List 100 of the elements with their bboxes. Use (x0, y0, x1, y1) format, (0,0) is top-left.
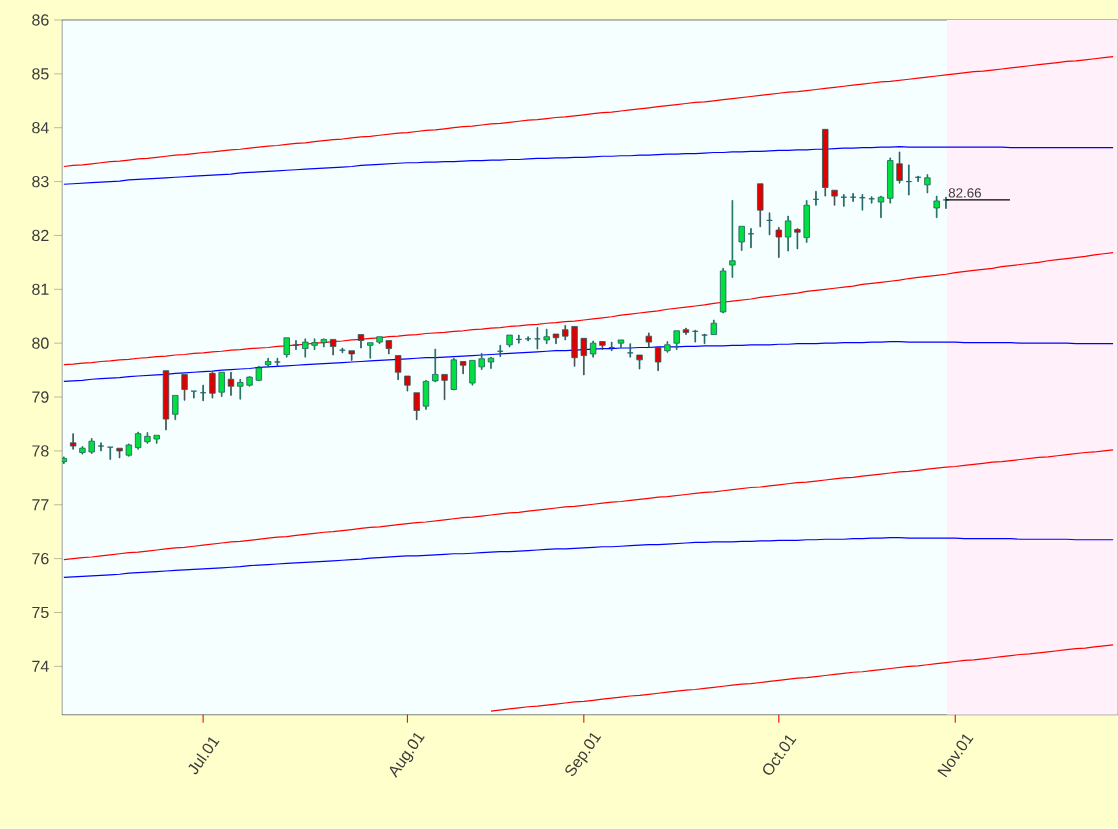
candlestick (339, 347, 346, 354)
candlestick (367, 342, 374, 359)
candlestick (357, 334, 365, 349)
candlestick (803, 200, 810, 243)
candlestick (868, 196, 875, 204)
candlestick (831, 189, 838, 206)
candlestick (450, 357, 458, 391)
candlestick (710, 319, 718, 336)
candlestick (432, 348, 439, 383)
candlestick (320, 338, 328, 348)
candlestick (125, 443, 133, 457)
candlestick (199, 384, 207, 402)
candlestick (107, 446, 114, 461)
candlestick (311, 338, 318, 351)
candlestick (747, 228, 755, 249)
candlestick (599, 341, 606, 351)
candlestick (738, 225, 745, 252)
candlestick (636, 354, 643, 370)
candlestick (515, 334, 523, 344)
candlestick (97, 442, 105, 452)
candlestick (459, 361, 467, 375)
candlestick (552, 333, 560, 345)
candlestick (153, 434, 160, 444)
candlestick (506, 334, 513, 348)
candlestick (757, 183, 764, 228)
candlestick (877, 195, 885, 219)
candlestick (283, 337, 290, 358)
candlestick (692, 329, 699, 343)
candlestick (562, 325, 569, 341)
candlestick (385, 340, 393, 355)
candlestick (933, 195, 940, 219)
candlestick (766, 212, 773, 236)
candlestick (654, 347, 662, 372)
candlestick (701, 333, 708, 345)
candlestick (794, 228, 801, 250)
candlestick (896, 151, 903, 184)
candlestick (190, 390, 198, 399)
candlestick (487, 356, 495, 369)
candlestick (775, 227, 782, 259)
candlestick (905, 164, 912, 196)
candlestick (422, 380, 430, 410)
candlestick (543, 328, 550, 345)
candlestick (914, 175, 922, 183)
candlestick (719, 267, 727, 314)
candlestick (329, 339, 337, 356)
candlestick (441, 374, 448, 401)
candlestick (627, 343, 634, 358)
candlestick (69, 433, 77, 450)
candlestick (784, 215, 792, 252)
candlestick (413, 392, 420, 421)
candlestick (645, 332, 653, 348)
candlestick (292, 340, 300, 351)
candlestick (822, 129, 829, 197)
y-tick-label: 86 (32, 14, 49, 26)
annotation: 82.66 (948, 188, 981, 198)
y-tick-label: 76 (32, 553, 49, 565)
candlestick (664, 341, 671, 353)
candlestick (682, 327, 690, 336)
candlestick (172, 395, 179, 421)
candlestick (617, 339, 625, 348)
candlestick (134, 431, 142, 450)
candlestick (887, 157, 894, 204)
candlestick (497, 345, 504, 358)
y-tick-label: 78 (32, 445, 49, 457)
candlestick (181, 374, 188, 401)
y-tick-label: 79 (32, 391, 49, 403)
candlestick (469, 360, 476, 386)
candlestick (88, 438, 95, 455)
y-tick-label: 74 (32, 660, 49, 672)
candlestick (264, 357, 272, 368)
candlestick (608, 341, 615, 352)
candlestick (376, 336, 383, 345)
y-tick-label: 81 (32, 283, 49, 296)
candlestick (246, 376, 253, 387)
candlestick (812, 190, 820, 206)
candlestick (218, 371, 225, 397)
y-tick-label: 75 (32, 607, 49, 619)
candlestick (302, 338, 309, 358)
candlestick (849, 193, 857, 202)
candlestick (478, 353, 485, 371)
candlestick (673, 330, 680, 351)
y-tick-label: 85 (32, 68, 49, 80)
y-tick-label: 83 (32, 176, 49, 188)
candlestick (255, 366, 263, 382)
candlestick (729, 200, 736, 278)
candlestick (840, 194, 847, 207)
candlestick (79, 446, 86, 455)
candlestick (348, 350, 355, 361)
candlestick (394, 355, 402, 381)
candlestick (534, 327, 541, 350)
candlestick (116, 447, 123, 459)
candlestick (237, 378, 244, 400)
candlestick (227, 371, 235, 396)
y-tick-label: 80 (32, 337, 49, 349)
candlestick (404, 375, 411, 392)
y-tick-label: 84 (32, 122, 49, 134)
candlestick (859, 194, 866, 211)
candlestick (144, 432, 151, 444)
y-tick-label: 82 (32, 229, 49, 242)
candlestick (571, 326, 578, 367)
